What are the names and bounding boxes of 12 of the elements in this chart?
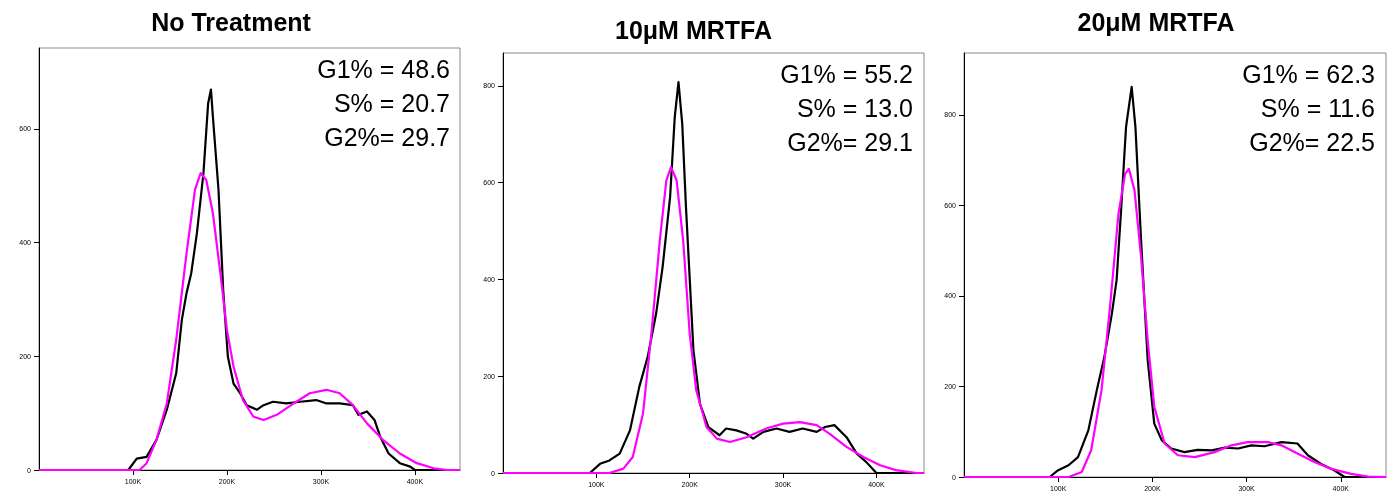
annotation: G2%= 22.5 bbox=[1249, 127, 1375, 156]
annotation: G1% = 62.3 bbox=[1242, 59, 1376, 88]
annotation: G2%= 29.1 bbox=[787, 127, 913, 156]
annotation: S% = 20.7 bbox=[333, 88, 451, 117]
chart-title: 20μM MRTFA bbox=[1077, 7, 1235, 36]
annotation: G1% = 48.6 bbox=[317, 54, 451, 83]
annotation: S% = 13.0 bbox=[796, 93, 914, 122]
chart-title: No Treatment bbox=[151, 7, 312, 36]
chart-title: 10μM MRTFA bbox=[615, 15, 772, 44]
annotation: G1% = 55.2 bbox=[780, 59, 914, 88]
annotation: G2%= 29.7 bbox=[324, 122, 450, 151]
annotation: S% = 11.6 bbox=[1260, 93, 1376, 122]
